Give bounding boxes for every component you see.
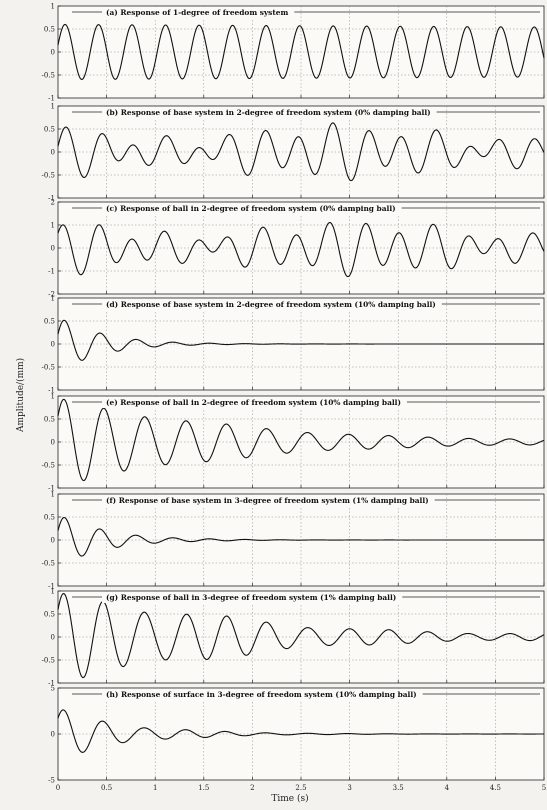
panel-title-box: [102, 107, 435, 118]
panel-title-box: [102, 592, 401, 603]
panel-title: (h) Response of surface in 3-degree of f…: [106, 690, 417, 699]
y-axis-title: Amplitude/(mm): [16, 357, 26, 432]
panel-a: 1 0.5 0 -0.5 -1 (a) Response of 1-degree of f…: [42, 3, 545, 103]
panel-h: 50-5(h) Response of surface in 3-degree …: [48, 685, 546, 793]
y-tick-label: 0: [51, 149, 55, 157]
y-tick-label: -1: [48, 268, 55, 276]
y-tick-label: -1: [48, 95, 55, 103]
panel-title-box: [102, 7, 293, 18]
x-tick-label: 0.5: [101, 784, 112, 792]
y-tick-label: -0.5: [42, 364, 56, 372]
panel-title: (b) Response of base system in 2-degree …: [106, 108, 431, 117]
y-tick-label: 1: [51, 588, 55, 596]
response-series-line: [57, 122, 545, 182]
y-tick-label: 1: [51, 222, 55, 230]
y-tick-label: -1: [48, 680, 55, 688]
panel-g: 1 0.5 0 -0.5 -1 (g) Response of ball in 3-deg…: [42, 588, 545, 688]
panel-b: 1 0.5 0 -0.5 -1 (b) Response of base system i…: [42, 103, 545, 203]
panel-c: 2 1 0 -1 -2 (c) Response of ball in 2-degree …: [48, 199, 545, 299]
panel-title: (c) Response of ball in 2-degree of free…: [106, 204, 396, 213]
response-series-line: [57, 517, 544, 557]
x-tick-label: 4: [445, 784, 450, 792]
y-tick-label: 0.5: [44, 126, 55, 134]
x-tick-label: 3: [347, 784, 351, 792]
panel-title-box: [102, 397, 405, 408]
x-tick-label: 3.5: [393, 784, 404, 792]
y-tick-label: -0.5: [42, 462, 56, 470]
panel-title-box: [102, 495, 433, 506]
panel-title: (a) Response of 1-degree of freedom syst…: [106, 8, 288, 17]
response-series-line: [57, 593, 545, 679]
y-tick-label: -1: [48, 195, 55, 203]
y-tick-label: 1: [51, 3, 55, 11]
y-tick-label: 0: [51, 537, 55, 545]
response-series-line: [57, 319, 544, 361]
x-tick-label: 4.5: [490, 784, 501, 792]
y-tick-label: -0.5: [42, 657, 56, 665]
panel-title: (d) Response of base system in 2-degree …: [106, 300, 436, 309]
x-tick-label: 0: [56, 784, 60, 792]
y-tick-label: 0: [51, 341, 55, 349]
response-series-line: [57, 23, 545, 81]
y-tick-label: 1: [51, 491, 55, 499]
y-tick-label: 0: [51, 731, 55, 739]
y-tick-label: -0.5: [42, 172, 56, 180]
x-tick-label: 5: [542, 784, 546, 792]
y-tick-label: -1: [48, 485, 55, 493]
x-tick-label: 1: [153, 784, 157, 792]
y-tick-label: 0.5: [44, 514, 55, 522]
panel-title-box: [102, 689, 421, 700]
y-tick-label: 0: [51, 634, 55, 642]
y-tick-label: -0.5: [42, 72, 56, 80]
x-axis-title: Time (s): [271, 794, 309, 804]
panel-f: 1 0.5 0 -0.5 -1 (f) Response of base system i…: [42, 491, 545, 591]
y-tick-label: 0: [51, 245, 55, 253]
panel-title: (e) Response of ball in 2-degree of free…: [106, 398, 401, 407]
y-tick-label: -1: [48, 583, 55, 591]
y-tick-label: 1: [51, 393, 55, 401]
x-tick-label: 2: [250, 784, 254, 792]
y-tick-label: 0.5: [44, 26, 55, 34]
panel-title: (g) Response of ball in 3-degree of free…: [106, 593, 396, 602]
response-series-line: [57, 398, 545, 482]
y-tick-label: -1: [48, 387, 55, 395]
y-tick-label: 1: [51, 295, 55, 303]
y-tick-label: -0.5: [42, 560, 56, 568]
y-tick-label: 5: [51, 685, 55, 693]
x-tick-label: 2.5: [295, 784, 306, 792]
panel-title-box: [102, 299, 440, 310]
y-tick-label: -5: [48, 777, 55, 785]
y-tick-label: 0: [51, 49, 55, 57]
y-tick-label: 1: [51, 103, 55, 111]
response-series-line: [57, 709, 544, 753]
x-tick-label: 1.5: [198, 784, 209, 792]
panel-e: 1 0.5 0 -0.5 -1 (e) Response of ball in 2-deg…: [42, 393, 545, 493]
panel-title: (f) Response of base system in 3-degree …: [106, 496, 429, 505]
y-tick-label: 2: [51, 199, 55, 207]
y-tick-label: 0.5: [44, 611, 55, 619]
y-tick-label: -2: [48, 291, 55, 299]
panel-d: 1 0.5 0 -0.5 -1 (d) Response of base system i…: [42, 295, 545, 395]
response-series-line: [57, 222, 545, 278]
y-tick-label: 0.5: [44, 416, 55, 424]
y-tick-label: 0.5: [44, 318, 55, 326]
y-tick-label: 0: [51, 439, 55, 447]
panel-title-box: [102, 203, 400, 214]
